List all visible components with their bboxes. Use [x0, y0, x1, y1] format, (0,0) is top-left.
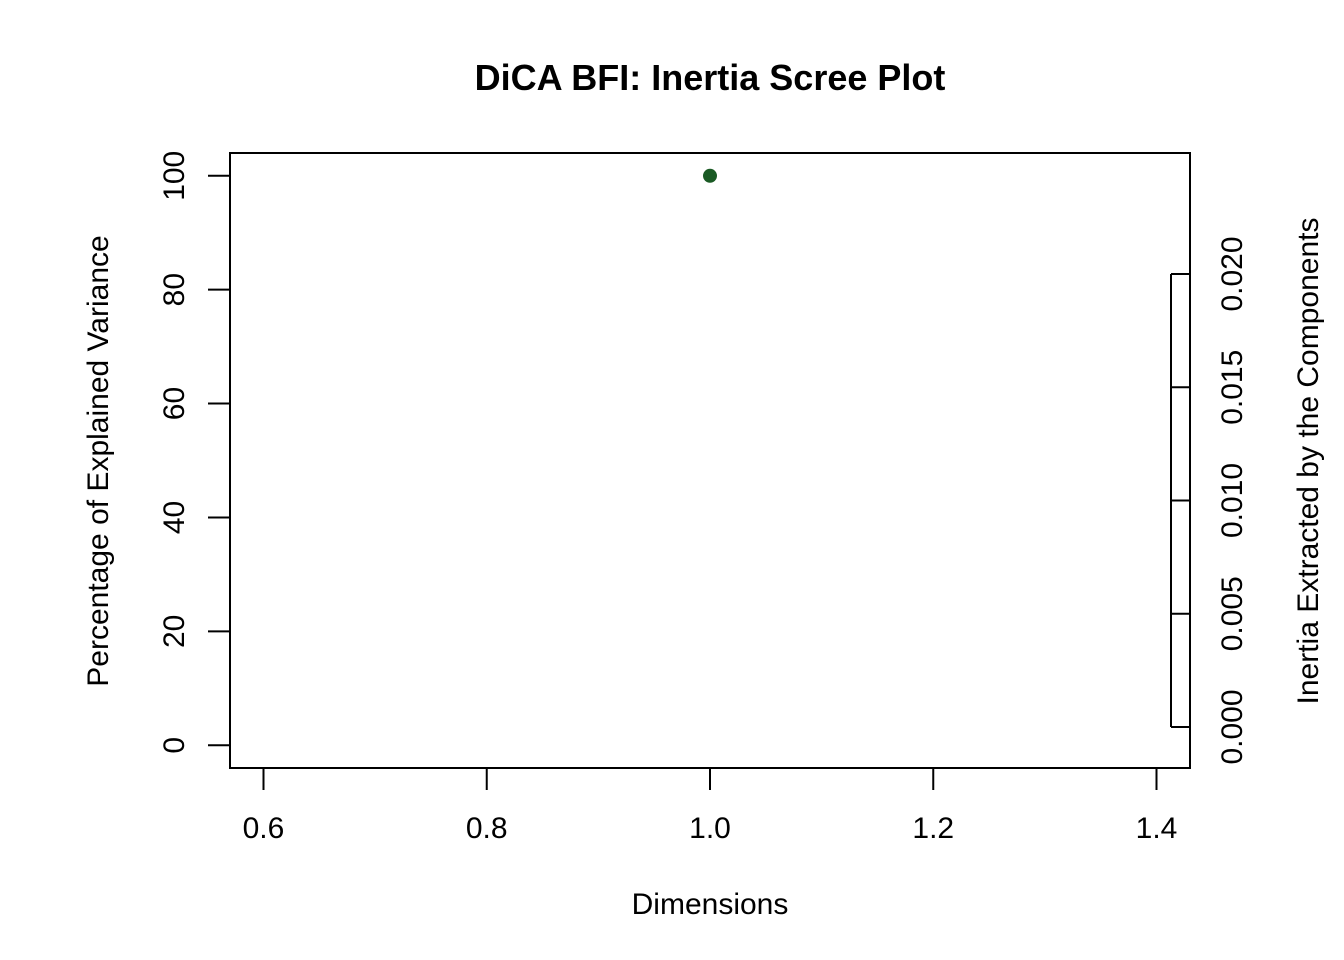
y-tick-label: 100: [158, 151, 191, 201]
y-tick-label: 0: [158, 737, 191, 754]
right-inertia-axis: 0.000 0.005 0.010 0.015 0.020: [1170, 236, 1249, 765]
x-axis: 0.6 0.8 1.0 1.2 1.4: [243, 767, 1178, 845]
right-tick-label: 0.020: [1216, 236, 1249, 311]
right-y-axis-label: Inertia Extracted by the Components: [1292, 218, 1325, 705]
right-tick-label: 0.010: [1216, 463, 1249, 538]
x-tick-label: 1.0: [689, 812, 731, 845]
data-points: [703, 168, 717, 183]
y-axis: 0 20 40 60 80 100: [158, 151, 231, 754]
plot-frame: [229, 152, 1191, 769]
y-tick-label: 60: [158, 387, 191, 420]
right-tick-label: 0.005: [1216, 576, 1249, 651]
chart-title: DiCA BFI: Inertia Scree Plot: [475, 57, 946, 98]
x-tick-label: 0.6: [243, 812, 285, 845]
right-tick-label: 0.015: [1216, 350, 1249, 425]
data-point: [703, 168, 717, 183]
y-axis-label: Percentage of Explained Variance: [82, 235, 115, 686]
y-tick-label: 40: [158, 501, 191, 534]
y-tick-label: 80: [158, 273, 191, 306]
x-axis-label: Dimensions: [632, 888, 789, 921]
right-tick-label: 0.000: [1216, 689, 1249, 764]
x-tick-label: 1.4: [1136, 812, 1178, 845]
x-tick-label: 1.2: [912, 812, 954, 845]
y-tick-label: 20: [158, 615, 191, 648]
x-tick-label: 0.8: [466, 812, 508, 845]
